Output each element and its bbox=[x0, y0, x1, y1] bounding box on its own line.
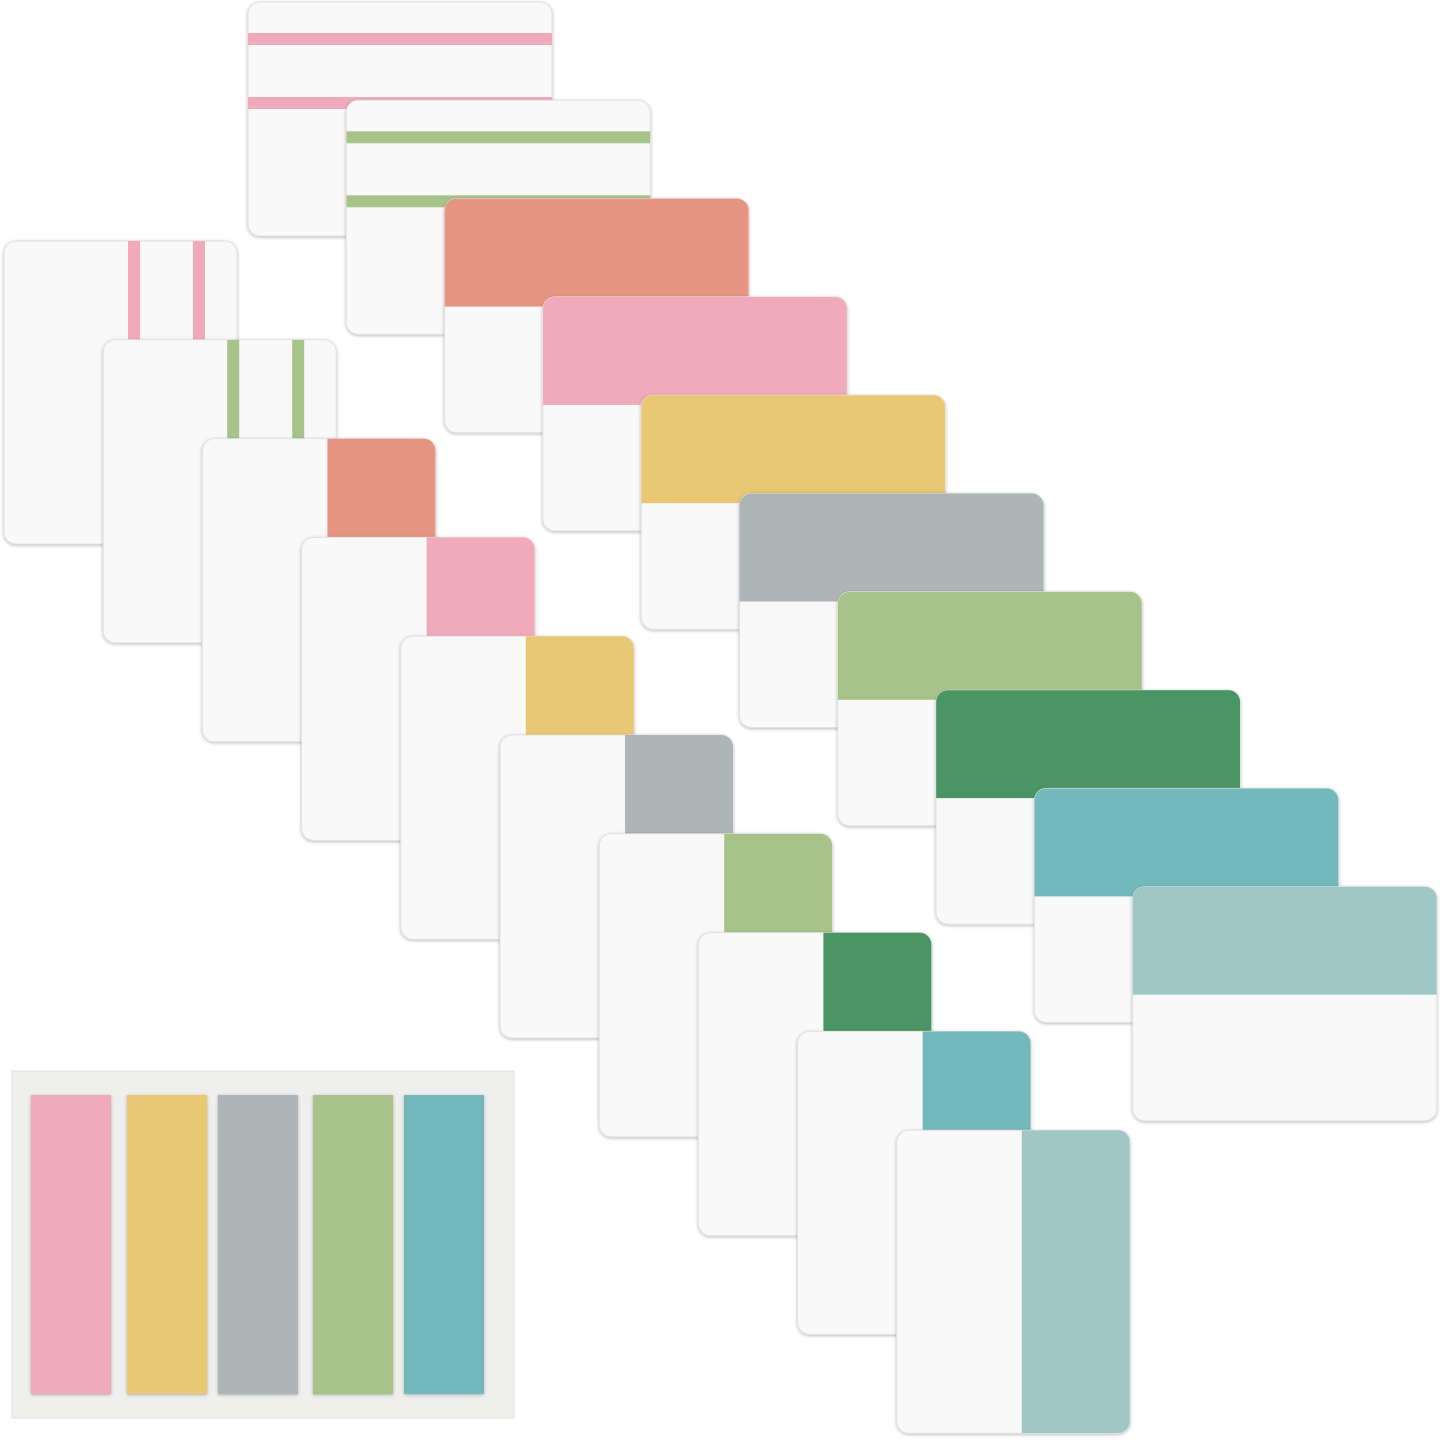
flag bbox=[404, 1095, 484, 1394]
card-print bbox=[444, 198, 749, 307]
stripe bbox=[248, 33, 552, 45]
card-print bbox=[1132, 886, 1437, 995]
flag bbox=[218, 1095, 298, 1394]
card-print bbox=[1034, 788, 1339, 897]
flag bbox=[127, 1095, 207, 1394]
card-print bbox=[542, 296, 847, 405]
color-band bbox=[837, 591, 1142, 700]
card-print bbox=[837, 591, 1142, 700]
color-band bbox=[444, 198, 749, 307]
stripe bbox=[346, 131, 651, 144]
flag bbox=[313, 1095, 393, 1394]
color-band bbox=[739, 493, 1044, 602]
color-band bbox=[641, 395, 946, 504]
card-print bbox=[1021, 1130, 1130, 1434]
card-print bbox=[936, 690, 1241, 799]
color-band bbox=[542, 296, 847, 405]
card-print bbox=[641, 395, 946, 504]
flag bbox=[31, 1095, 111, 1394]
tab-card bbox=[896, 1129, 1131, 1434]
color-band bbox=[1021, 1130, 1130, 1434]
flag-dispenser bbox=[11, 1070, 515, 1419]
color-band bbox=[1034, 788, 1339, 897]
color-band bbox=[936, 690, 1241, 799]
color-band bbox=[1132, 886, 1437, 995]
tab-card bbox=[1132, 886, 1438, 1122]
card-print bbox=[739, 493, 1044, 602]
